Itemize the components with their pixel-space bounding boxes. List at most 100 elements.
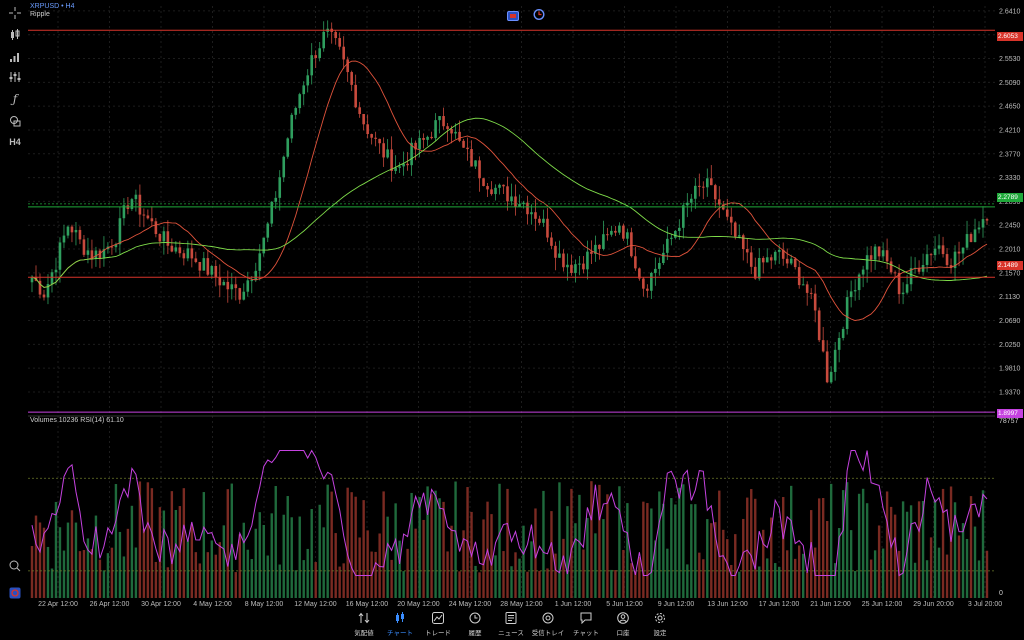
candle-body (865, 255, 869, 270)
candle-body (150, 218, 154, 222)
candle-body (278, 177, 282, 198)
nav-chart[interactable]: チャート (382, 610, 418, 640)
volume-bar (394, 503, 397, 598)
settings-icon (655, 613, 665, 623)
volume-bar (490, 514, 493, 598)
volume-bar (38, 522, 42, 598)
trade-panel-icon[interactable] (6, 584, 24, 602)
candle-body (741, 235, 745, 250)
volume-bar (238, 534, 241, 598)
volume-bar (845, 482, 849, 598)
price-tick: 2.1570 (999, 270, 1021, 277)
function-icon[interactable]: ƒ (12, 92, 18, 106)
volume-bar (638, 557, 641, 598)
candle-body (78, 229, 82, 240)
volume-bar (158, 507, 162, 598)
volume-bar (122, 556, 126, 598)
volume-bar (398, 540, 401, 598)
candle-body (346, 59, 349, 73)
candle-body (298, 94, 302, 109)
rsi-line (31, 449, 988, 577)
settings-sliders-icon[interactable] (6, 68, 24, 86)
time-tick: 12 May 12:00 (294, 601, 337, 608)
nav-settings[interactable]: 設定 (642, 610, 678, 640)
volume-bar (502, 551, 505, 598)
candle-body (749, 252, 753, 267)
candle-body (546, 218, 549, 238)
volume-bar (114, 484, 118, 598)
candle-body (250, 280, 254, 282)
candle-body (362, 113, 365, 125)
volume-bar (670, 498, 673, 598)
chart-type-icon[interactable] (6, 26, 24, 44)
candle-body (566, 264, 569, 268)
candle-body (550, 237, 553, 246)
volume-bar (558, 482, 561, 598)
nav-trade[interactable]: トレード (420, 610, 456, 640)
candle-body (618, 225, 621, 233)
nav-account[interactable]: 口座 (605, 610, 641, 640)
volume-bar (734, 534, 737, 598)
candle-body (789, 258, 793, 264)
candle-body (114, 244, 118, 248)
indicators-icon[interactable] (6, 48, 24, 66)
candle-body (446, 126, 449, 130)
candle-body (142, 214, 146, 216)
candle-body (434, 120, 437, 139)
volume-bar (754, 498, 757, 598)
nav-chat[interactable]: チャット (568, 610, 604, 640)
volume-bar (294, 570, 297, 598)
volume-bar (758, 566, 761, 598)
nav-inbox[interactable]: 受信トレイ (530, 610, 566, 640)
volume-bar (410, 492, 413, 598)
candle-body (398, 166, 401, 168)
price-label-current: 2.2789 (997, 193, 1023, 202)
candle-body (62, 235, 66, 243)
zoom-icon[interactable] (6, 557, 24, 575)
time-tick: 29 Jun 20:00 (913, 601, 954, 608)
candle-body (202, 258, 206, 271)
volume-bar (794, 558, 797, 598)
volume-bar (726, 539, 729, 598)
candle-body (294, 108, 298, 115)
objects-icon[interactable] (6, 112, 24, 130)
time-tick: 8 May 12:00 (245, 601, 284, 608)
volume-bar (877, 525, 881, 598)
candle-body (813, 293, 817, 311)
nav-quotes[interactable]: 気配値 (346, 610, 382, 640)
volume-bar (973, 526, 977, 598)
volume-bar (901, 501, 905, 598)
volume-bar (658, 491, 661, 598)
candle-body (230, 284, 234, 290)
candle-body (825, 351, 829, 383)
candle-body (678, 227, 681, 231)
volume-bar (338, 566, 341, 598)
volume-bar (234, 572, 237, 598)
time-tick: 20 May 12:00 (397, 601, 440, 608)
volume-bar (694, 504, 697, 598)
crosshair-icon[interactable] (6, 4, 24, 22)
volume-bar (829, 483, 833, 598)
time-tick: 21 Jun 12:00 (810, 601, 851, 608)
candle-body (893, 272, 897, 274)
clock-icon[interactable] (533, 8, 545, 21)
volume-bar (194, 552, 198, 598)
volume-bar (314, 562, 317, 598)
candle-body (262, 237, 266, 254)
volume-bar (438, 498, 441, 598)
timeframe-icon[interactable]: H4 (9, 137, 21, 147)
time-tick: 3 Jul 20:00 (968, 601, 1002, 608)
nav-history[interactable]: 履歴 (457, 610, 493, 640)
price-tick: 2.6410 (999, 8, 1021, 15)
one-click-trading-icon[interactable] (507, 8, 519, 21)
candle-body (50, 272, 54, 285)
candle-body (82, 239, 86, 255)
volume-bar (402, 571, 405, 598)
volume-bar (674, 504, 677, 598)
candle-body (86, 250, 90, 255)
nav-news[interactable]: ニュース (493, 610, 529, 640)
candle-body (761, 257, 765, 263)
volume-bar (909, 505, 913, 598)
symbol-label: XRPUSD • H4 (30, 3, 75, 10)
